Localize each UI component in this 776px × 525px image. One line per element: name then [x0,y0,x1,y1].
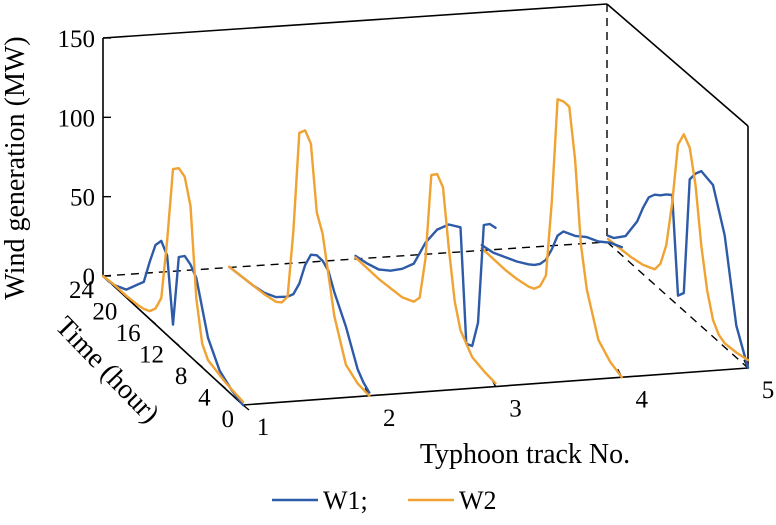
series-w1-track-5-line [606,169,750,370]
right-floor-hidden-edge [606,241,749,369]
box-frame [102,3,749,406]
front-top-edge [102,3,608,39]
legend-label-w2: W2 [459,486,497,515]
series-w1-track-2-line [228,253,371,394]
x-tick-label: 5 [762,377,775,404]
series-w1-track-1-line [101,239,245,407]
series-w1-track-4-line [480,230,623,267]
series-w2-track-2-line [228,129,371,397]
right-top-edge [606,3,749,127]
y-tick-mark [125,296,133,304]
series-w2-track-3-line [354,172,497,385]
y-tick-label: 16 [116,320,141,347]
x-axis: 1 2 3 4 5 Typhoon track No. [238,359,775,470]
series-w2-track-4-line [480,97,623,379]
series-w2-track-1-line [101,166,245,403]
legend-label-w1: W1; [323,486,368,515]
y-tick-label: 12 [139,342,164,369]
y-tick-label: 8 [175,363,188,390]
z-tick-label: 100 [58,105,96,132]
series-w1-track-3-line [354,222,497,348]
z-axis-ticks: 0 50 100 150 [58,26,112,291]
z-tick-label: 0 [83,264,96,291]
x-axis-title: Typhoon track No. [420,439,630,470]
y-tick-label: 4 [198,385,211,412]
y-tick-mark [195,361,203,368]
y-tick-label: 24 [69,277,95,304]
series-layer [101,97,750,407]
z-tick-label: 50 [70,185,95,212]
legend: W1; W2 [272,486,497,515]
z-axis: 0 50 100 150 Wind generation (MW) [0,26,112,300]
y-tick-label: 20 [92,299,117,326]
y-tick-mark [149,318,157,325]
y-tick-mark [172,339,180,347]
y-tick-mark [242,404,250,411]
y-axis-title: Time (hour) [49,311,165,430]
x-axis-ticks: 1 2 3 4 5 [238,359,775,441]
x-tick-label: 3 [509,396,522,423]
y-axis-line [102,275,244,406]
y-tick-label: 0 [222,406,235,433]
x-tick-label: 4 [636,386,649,413]
x-tick-label: 1 [257,414,270,441]
back-floor-hidden-edge [102,241,608,277]
y-tick-mark [219,382,227,390]
series-w2-track-5-line [606,133,750,362]
x-tick-label: 2 [383,405,396,432]
z-tick-label: 150 [58,26,96,53]
z-axis-title: Wind generation (MW) [0,36,31,299]
